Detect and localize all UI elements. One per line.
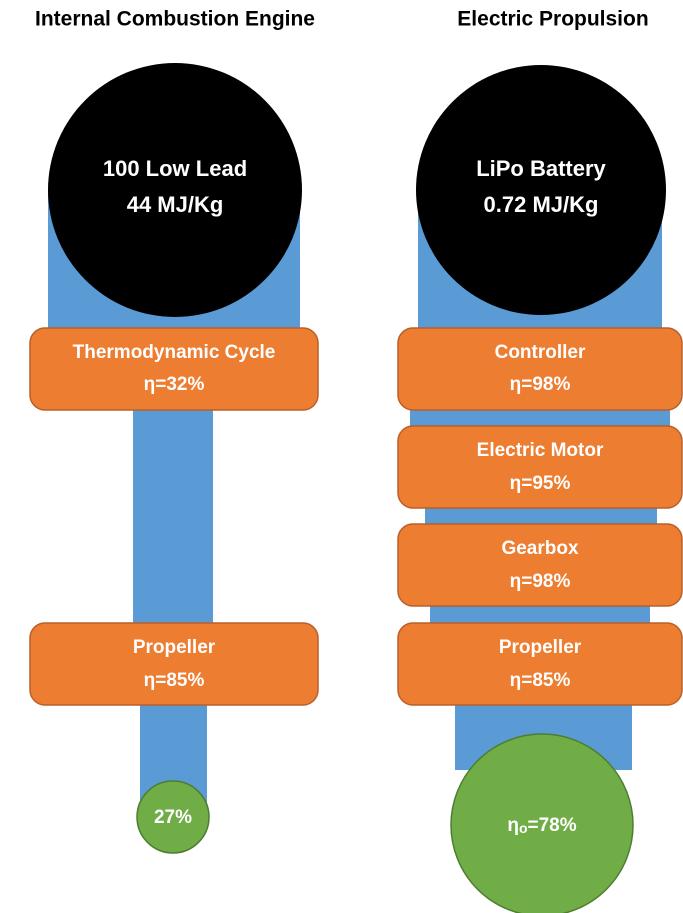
source bbox=[48, 63, 302, 317]
column-title: Electric Propulsion bbox=[457, 8, 648, 31]
source-energy: 44 MJ/Kg bbox=[127, 192, 224, 217]
result-value: =78% bbox=[528, 815, 577, 836]
stage-efficiency: η=32% bbox=[144, 374, 205, 395]
stage bbox=[29, 327, 319, 411]
stage-efficiency: η=95% bbox=[510, 473, 571, 494]
stage-efficiency: η=98% bbox=[510, 571, 571, 592]
result-subscript: o bbox=[519, 820, 528, 836]
flow bbox=[133, 405, 213, 630]
stage-name: Propeller bbox=[133, 637, 216, 658]
source-name: LiPo Battery bbox=[476, 156, 606, 181]
stage-name: Propeller bbox=[499, 637, 582, 658]
source-energy: 0.72 MJ/Kg bbox=[484, 192, 599, 217]
stage-name: Gearbox bbox=[501, 538, 579, 559]
stage-efficiency: η=85% bbox=[510, 670, 571, 691]
stage-efficiency: η=98% bbox=[510, 374, 571, 395]
result bbox=[450, 733, 634, 913]
result bbox=[136, 780, 210, 854]
stage bbox=[397, 622, 683, 706]
stage bbox=[29, 622, 319, 706]
result-text: ηo=78% bbox=[507, 815, 576, 836]
source bbox=[416, 65, 666, 315]
stage bbox=[397, 327, 683, 411]
stage-name: Electric Motor bbox=[477, 440, 604, 461]
stage-name: Thermodynamic Cycle bbox=[73, 342, 276, 363]
stage-name: Controller bbox=[495, 342, 586, 363]
source-name: 100 Low Lead bbox=[103, 156, 247, 181]
stage bbox=[397, 425, 683, 509]
stage-efficiency: η=85% bbox=[144, 670, 205, 691]
result-text: 27% bbox=[154, 807, 192, 828]
result-symbol: η bbox=[507, 815, 519, 836]
column-title: Internal Combustion Engine bbox=[35, 8, 315, 31]
stage bbox=[397, 523, 683, 607]
